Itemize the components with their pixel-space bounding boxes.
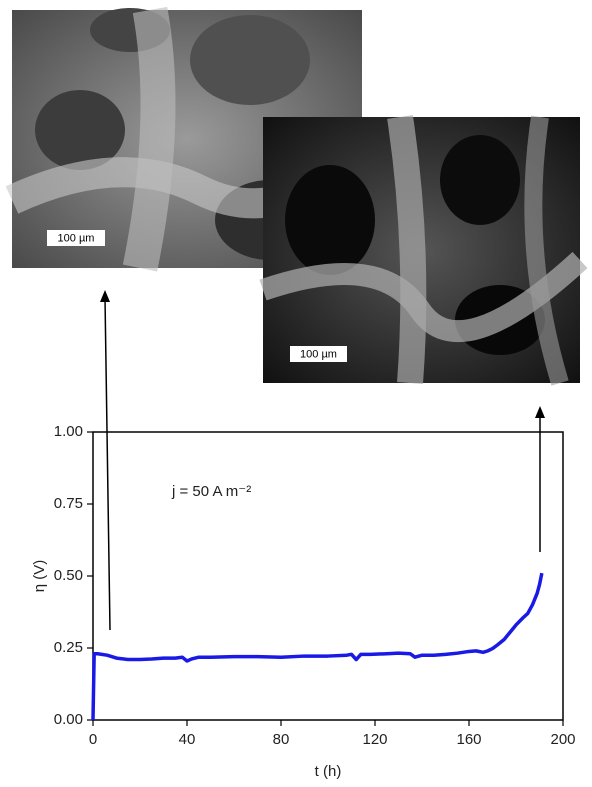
annotation: j = 50 A m⁻² <box>171 483 251 500</box>
y-tick-label: 0.25 <box>54 639 83 656</box>
x-tick-label: 200 <box>550 731 575 748</box>
scale-label: 100 µm <box>300 348 337 360</box>
line <box>91 572 544 721</box>
y-axis-label: η (V) <box>31 560 48 593</box>
x-tick-label: 120 <box>362 731 387 748</box>
y-tick-label: 0.50 <box>54 567 83 584</box>
x-tick-label: 0 <box>89 731 97 748</box>
plot-frame <box>92 431 564 721</box>
scale-label: 100 µm <box>58 232 95 244</box>
x-tick-label: 160 <box>456 731 481 748</box>
y-tick-label: 0.75 <box>54 495 83 512</box>
sem-image-2: 100 µm <box>259 115 588 386</box>
y-tick-label: 1.00 <box>54 423 83 440</box>
x-axis-label: t (h) <box>315 763 342 780</box>
x-tick-label: 40 <box>179 731 196 748</box>
y-tick-label: 0.00 <box>54 711 83 728</box>
x-tick-label: 80 <box>273 731 290 748</box>
arrows <box>100 290 545 631</box>
